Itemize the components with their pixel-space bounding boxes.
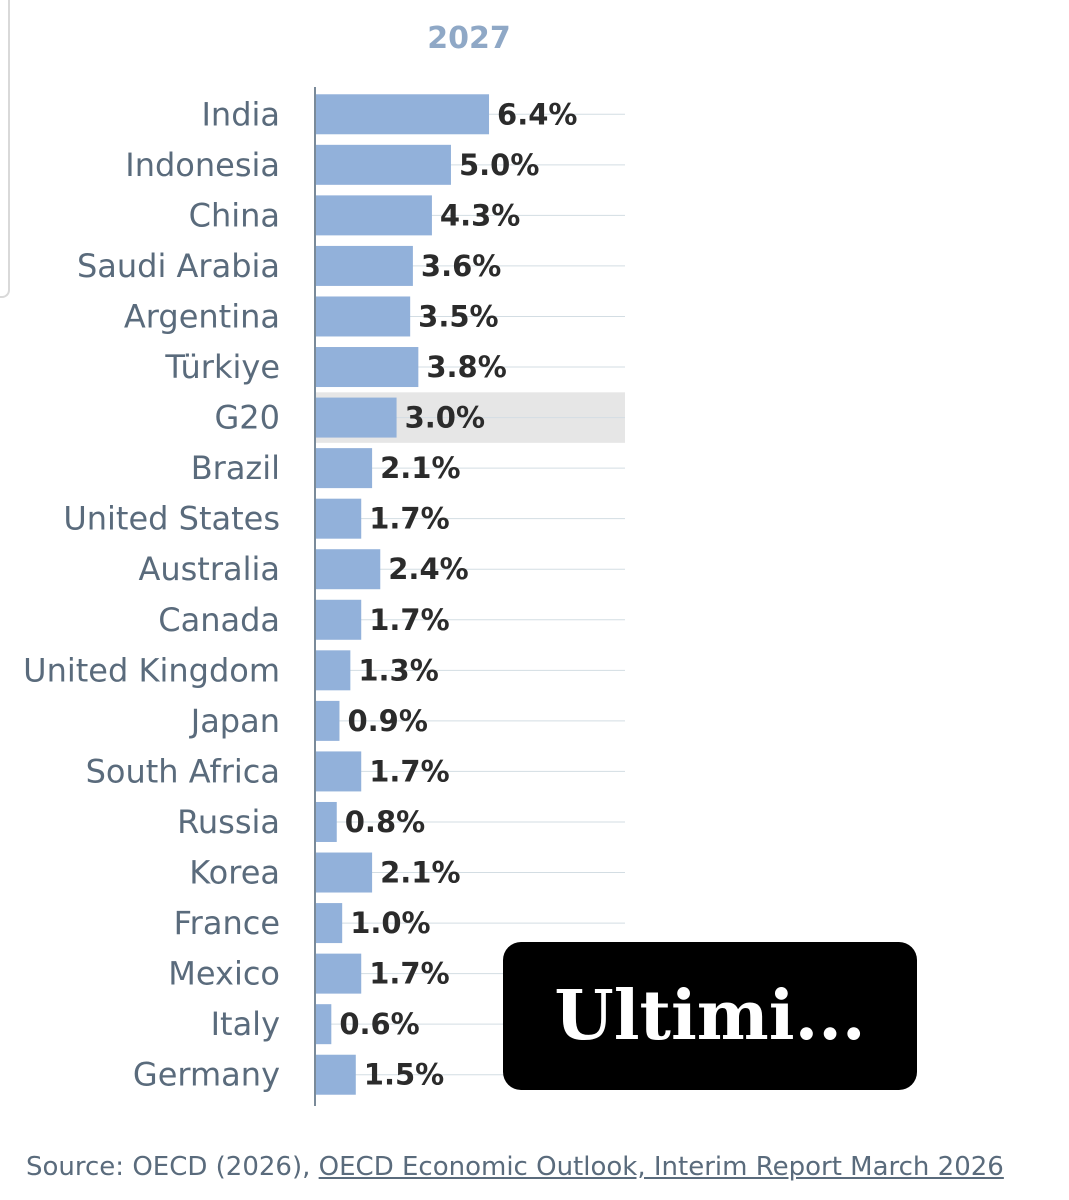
value-label: 3.5% [418,299,498,333]
category-label: Canada [158,601,280,639]
bar [315,448,373,489]
window-edge-line [0,0,10,298]
value-label: 1.7% [369,754,449,788]
bar [315,852,373,893]
bar [315,1054,356,1095]
value-label: 1.0% [350,906,430,940]
bar [315,94,490,135]
value-label: 0.6% [339,1007,419,1041]
category-label: Saudi Arabia [77,247,280,285]
bar [315,498,362,539]
category-label: China [189,196,280,234]
bar [315,397,397,438]
value-label: 1.3% [358,653,438,687]
bar [315,195,432,236]
bar [315,296,411,337]
category-label: Mexico [168,955,280,993]
value-label: 2.1% [380,451,460,485]
bar [315,549,381,590]
value-label: 6.4% [497,97,577,131]
category-label: Argentina [124,297,280,335]
value-label: 4.3% [440,198,520,232]
category-label: Russia [177,803,280,841]
value-label: 5.0% [459,148,539,182]
bar [315,1004,332,1045]
category-label: Germany [133,1056,280,1094]
value-label: 0.9% [347,704,427,738]
category-label: Korea [189,854,280,892]
bar [315,700,340,741]
bar [315,650,351,691]
bar [315,599,362,640]
source-prefix: Source: OECD (2026), [26,1152,319,1182]
bar [315,347,419,388]
ultimi-badge-label: Ultimi... [554,976,866,1056]
value-label: 3.0% [405,401,485,435]
category-label: United Kingdom [23,651,280,689]
bar-chart: 2027 India 6.4% Indonesia 5.0% China 4.3% Saud… [23,21,625,1106]
value-label: 1.7% [369,603,449,637]
category-label: United States [63,500,280,538]
ultimi-badge[interactable]: Ultimi... [503,942,917,1090]
value-label: 3.8% [426,350,506,384]
value-label: 1.7% [369,957,449,991]
source-report-link[interactable]: OECD Economic Outlook, Interim Report Ma… [318,1152,1004,1182]
category-label: India [201,95,280,133]
value-label: 3.6% [421,249,501,283]
category-label: Türkiye [164,348,280,386]
chart-title: 2027 [427,21,511,56]
category-label: G20 [214,399,280,437]
bar [315,801,337,842]
value-label: 1.5% [364,1058,444,1092]
category-label: Indonesia [125,146,280,184]
bar [315,903,343,944]
value-label: 1.7% [369,502,449,536]
value-label: 2.4% [388,552,468,586]
value-label: 2.1% [380,856,460,890]
source-note: Source: OECD (2026), OECD Economic Outlo… [26,1152,1004,1182]
category-label: Brazil [191,449,280,487]
category-label: Australia [138,550,280,588]
category-label: France [174,904,280,942]
bar [315,953,362,994]
value-label: 0.8% [345,805,425,839]
category-label: Japan [189,702,280,740]
bar [315,751,362,792]
category-label: Italy [211,1005,280,1043]
category-label: South Africa [86,752,280,790]
bar [315,144,451,185]
bar [315,245,413,286]
